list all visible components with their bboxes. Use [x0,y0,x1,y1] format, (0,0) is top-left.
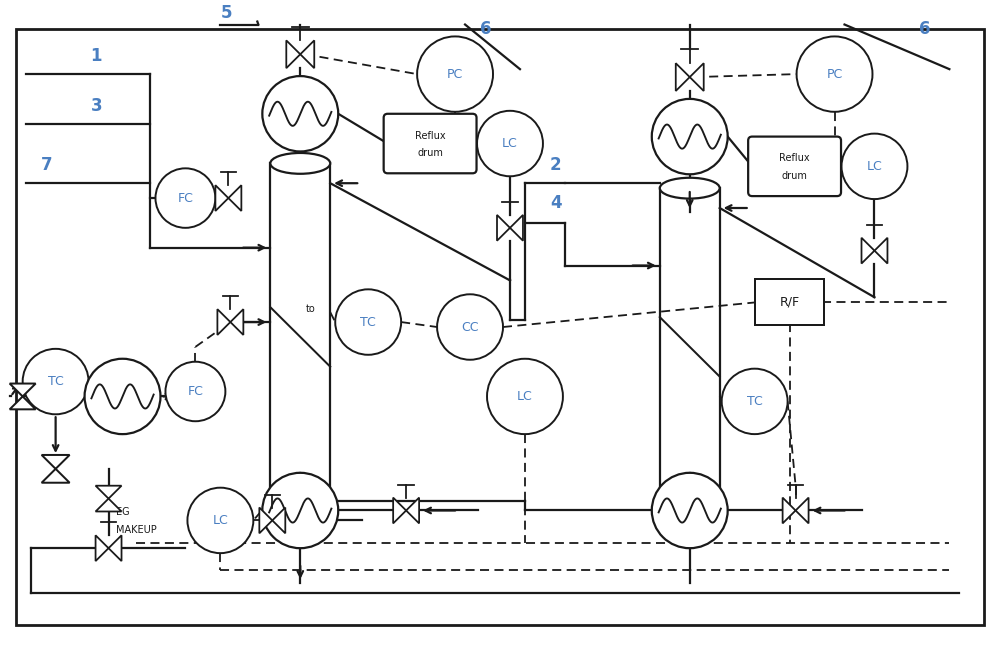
Text: EG: EG [116,508,129,517]
FancyBboxPatch shape [748,137,841,196]
Text: 7: 7 [41,157,52,174]
Polygon shape [796,498,809,523]
Circle shape [187,488,253,553]
Text: 6: 6 [919,20,931,39]
Polygon shape [109,535,122,561]
Polygon shape [42,455,70,469]
Circle shape [722,369,788,434]
Polygon shape [690,63,704,91]
Text: FC: FC [187,385,203,398]
Circle shape [335,290,401,355]
Polygon shape [497,215,510,241]
Text: PC: PC [447,67,463,81]
Polygon shape [228,185,241,211]
Polygon shape [783,498,796,523]
Text: drum: drum [782,171,808,181]
Polygon shape [510,215,523,241]
Text: drum: drum [417,149,443,159]
Text: TC: TC [360,316,376,329]
Text: TC: TC [747,395,763,408]
Polygon shape [874,238,887,263]
Circle shape [262,76,338,151]
FancyBboxPatch shape [384,114,477,174]
FancyBboxPatch shape [755,280,824,325]
Polygon shape [10,384,36,396]
Circle shape [417,37,493,112]
Polygon shape [230,309,243,335]
Text: LC: LC [502,137,518,150]
Polygon shape [286,41,300,68]
Polygon shape [406,498,419,523]
Text: LC: LC [867,160,882,173]
Polygon shape [300,41,314,68]
Text: PC: PC [826,67,843,81]
Polygon shape [393,498,406,523]
Text: MAKEUP: MAKEUP [116,525,156,535]
Polygon shape [96,486,122,498]
Polygon shape [96,498,122,512]
Circle shape [477,111,543,176]
Polygon shape [215,185,228,211]
Ellipse shape [270,500,330,521]
Polygon shape [96,535,109,561]
Ellipse shape [660,495,720,516]
Text: 2: 2 [550,157,562,174]
Text: LC: LC [213,514,228,527]
Circle shape [155,168,215,228]
Circle shape [85,359,160,434]
Polygon shape [676,63,690,91]
Text: TC: TC [48,375,63,388]
Circle shape [797,37,872,112]
Text: LC: LC [517,390,533,403]
Polygon shape [217,309,230,335]
Text: CC: CC [461,320,479,333]
Text: 6: 6 [480,20,492,39]
Circle shape [165,362,225,421]
Text: R/F: R/F [780,295,800,309]
Text: 3: 3 [91,97,102,115]
Text: 5: 5 [220,3,232,22]
Circle shape [262,473,338,548]
Polygon shape [861,238,874,263]
Polygon shape [10,396,36,409]
Circle shape [487,359,563,434]
Polygon shape [272,508,285,533]
Text: 4: 4 [550,194,562,212]
Text: FC: FC [178,191,193,204]
Circle shape [652,99,728,174]
Circle shape [437,294,503,360]
Circle shape [652,473,728,548]
Circle shape [842,134,907,199]
Text: to: to [305,304,315,314]
Ellipse shape [660,178,720,198]
Circle shape [23,349,89,415]
Polygon shape [259,508,272,533]
Ellipse shape [270,153,330,174]
Text: 1: 1 [91,47,102,66]
Text: Reflux: Reflux [415,130,445,141]
Text: Reflux: Reflux [779,153,810,163]
Polygon shape [42,469,70,483]
